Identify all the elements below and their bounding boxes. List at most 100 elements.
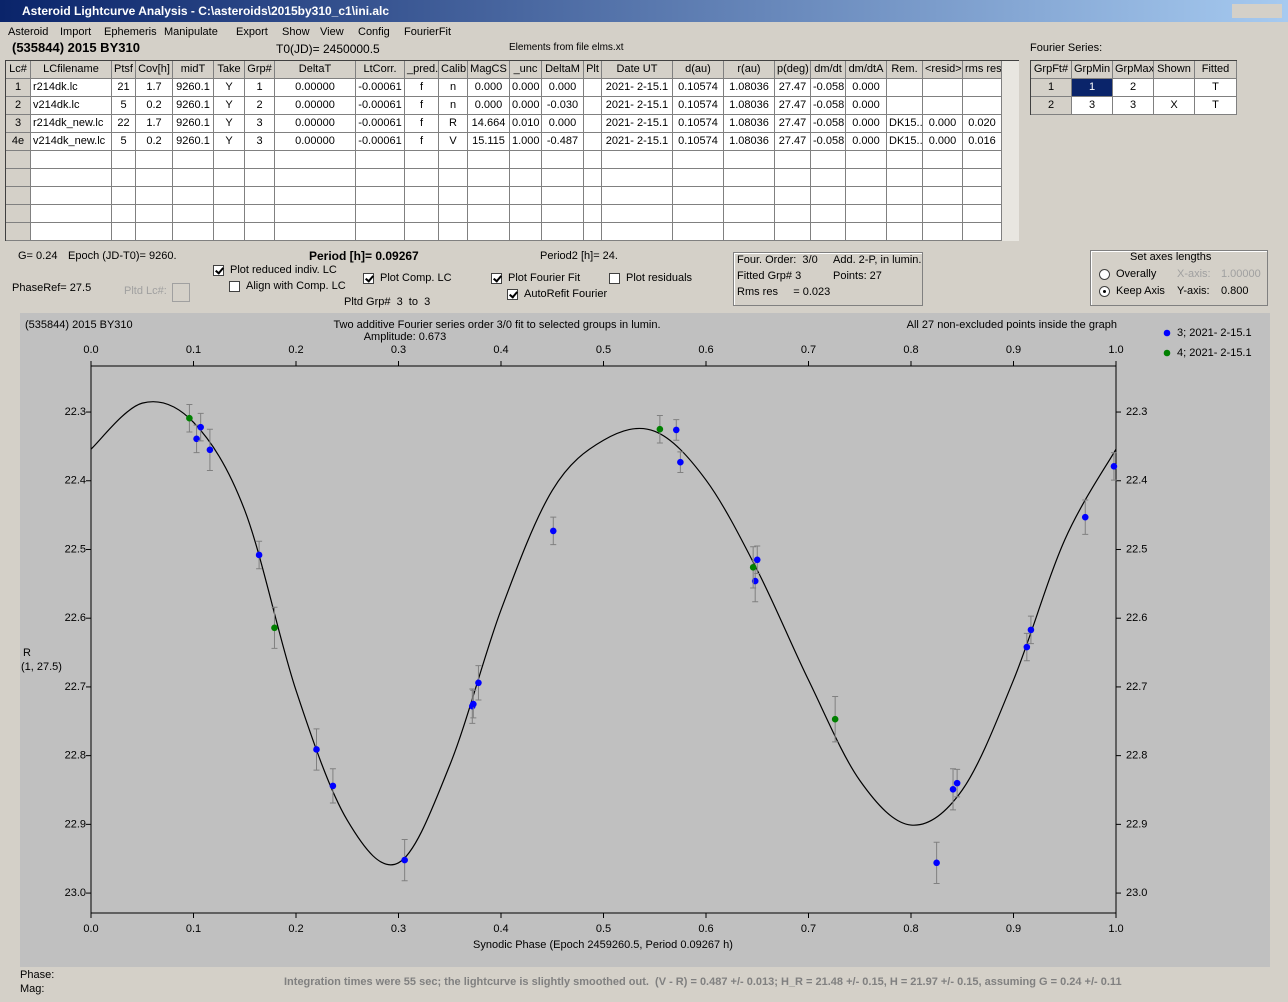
table-cell[interactable] [887, 79, 923, 97]
table-cell[interactable]: 5 [112, 97, 136, 115]
table-cell[interactable] [468, 187, 510, 205]
table-cell[interactable] [245, 187, 275, 205]
table-cell[interactable] [510, 205, 542, 223]
table-cell[interactable]: n [439, 79, 468, 97]
checkbox[interactable] [363, 273, 374, 284]
table-cell[interactable] [31, 151, 112, 169]
table-cell[interactable]: 0.000 [468, 79, 510, 97]
table-cell[interactable]: v214dk_new.lc [31, 133, 112, 151]
table-cell[interactable]: 1.08036 [724, 79, 775, 97]
table-cell[interactable]: 27.47 [775, 79, 811, 97]
table-cell[interactable] [31, 169, 112, 187]
table-cell[interactable]: 3 [1072, 97, 1113, 115]
row-header[interactable] [6, 151, 31, 169]
table-cell[interactable] [602, 187, 673, 205]
table-cell[interactable]: 14.664 [468, 115, 510, 133]
table-cell[interactable]: 0.00000 [275, 133, 356, 151]
table-cell[interactable] [775, 151, 811, 169]
menu-item[interactable]: Manipulate [164, 26, 218, 38]
table-cell[interactable] [811, 223, 846, 241]
table-cell[interactable]: V [439, 133, 468, 151]
table-cell[interactable] [136, 151, 173, 169]
table-cell[interactable]: 0.000 [542, 79, 584, 97]
table-cell[interactable]: 0.000 [923, 115, 963, 133]
table-cell[interactable] [245, 169, 275, 187]
table-cell[interactable]: 0.000 [468, 97, 510, 115]
table-cell[interactable]: 21 [112, 79, 136, 97]
table-cell[interactable] [173, 205, 214, 223]
table-cell[interactable]: 2 [245, 97, 275, 115]
window-buttons[interactable] [1232, 4, 1282, 18]
column-header[interactable]: Take [214, 61, 245, 79]
table-cell[interactable]: 0.10574 [673, 115, 724, 133]
column-header[interactable]: dm/dt [811, 61, 846, 79]
table-cell[interactable]: -0.058 [811, 79, 846, 97]
column-header[interactable]: GrpMin [1072, 61, 1113, 79]
row-header[interactable] [6, 187, 31, 205]
table-cell[interactable] [173, 223, 214, 241]
table-cell[interactable] [887, 97, 923, 115]
table-cell[interactable]: 2 [1113, 79, 1154, 97]
table-cell[interactable] [245, 205, 275, 223]
radio[interactable] [1099, 269, 1110, 280]
table-cell[interactable] [356, 187, 405, 205]
table-cell[interactable] [275, 187, 356, 205]
table-cell[interactable] [214, 223, 245, 241]
table-cell[interactable] [439, 169, 468, 187]
table-cell[interactable] [542, 169, 584, 187]
table-cell[interactable]: -0.030 [542, 97, 584, 115]
column-header[interactable]: GrpMax [1113, 61, 1154, 79]
table-cell[interactable] [811, 205, 846, 223]
table-cell[interactable]: v214dk.lc [31, 97, 112, 115]
table-cell[interactable] [584, 97, 602, 115]
column-header[interactable]: Rem. [887, 61, 923, 79]
table-cell[interactable] [405, 151, 439, 169]
table-cell[interactable] [584, 151, 602, 169]
table-cell[interactable]: 27.47 [775, 97, 811, 115]
table-cell[interactable] [602, 169, 673, 187]
table-cell[interactable] [775, 205, 811, 223]
table-cell[interactable] [356, 151, 405, 169]
table-cell[interactable] [439, 151, 468, 169]
column-header[interactable]: DeltaM [542, 61, 584, 79]
table-cell[interactable] [214, 205, 245, 223]
table-cell[interactable] [963, 205, 1002, 223]
table-cell[interactable] [584, 187, 602, 205]
table-cell[interactable]: -0.058 [811, 133, 846, 151]
table-cell[interactable] [136, 169, 173, 187]
table-cell[interactable] [923, 169, 963, 187]
table-cell[interactable] [963, 223, 1002, 241]
table-cell[interactable] [245, 151, 275, 169]
menu-item[interactable]: Asteroid [8, 26, 49, 38]
table-cell[interactable]: 0.000 [846, 133, 887, 151]
table-cell[interactable] [673, 205, 724, 223]
table-cell[interactable] [673, 151, 724, 169]
table-cell[interactable] [963, 79, 1002, 97]
table-cell[interactable]: 1.7 [136, 79, 173, 97]
row-header[interactable] [6, 223, 31, 241]
table-cell[interactable]: 3 [245, 133, 275, 151]
table-cell[interactable]: 0.000 [542, 115, 584, 133]
column-header[interactable]: LtCorr. [356, 61, 405, 79]
table-cell[interactable] [1154, 79, 1195, 97]
table-cell[interactable]: T [1195, 97, 1237, 115]
table-cell[interactable]: f [405, 79, 439, 97]
table-cell[interactable] [963, 97, 1002, 115]
table-cell[interactable]: 0.10574 [673, 79, 724, 97]
table-cell[interactable] [275, 205, 356, 223]
table-cell[interactable] [112, 187, 136, 205]
table-cell[interactable]: 0.10574 [673, 133, 724, 151]
table-cell[interactable] [439, 205, 468, 223]
table-cell[interactable] [584, 223, 602, 241]
menu-item[interactable]: FourierFit [404, 26, 452, 38]
table-cell[interactable] [673, 223, 724, 241]
menu-item[interactable]: View [320, 26, 344, 38]
column-header[interactable]: DeltaT [275, 61, 356, 79]
table-cell[interactable]: 0.010 [510, 115, 542, 133]
table-cell[interactable]: n [439, 97, 468, 115]
table-cell[interactable]: 0.10574 [673, 97, 724, 115]
table-cell[interactable] [245, 223, 275, 241]
table-cell[interactable]: -0.058 [811, 115, 846, 133]
checkbox[interactable] [609, 273, 620, 284]
table-cell[interactable] [887, 205, 923, 223]
